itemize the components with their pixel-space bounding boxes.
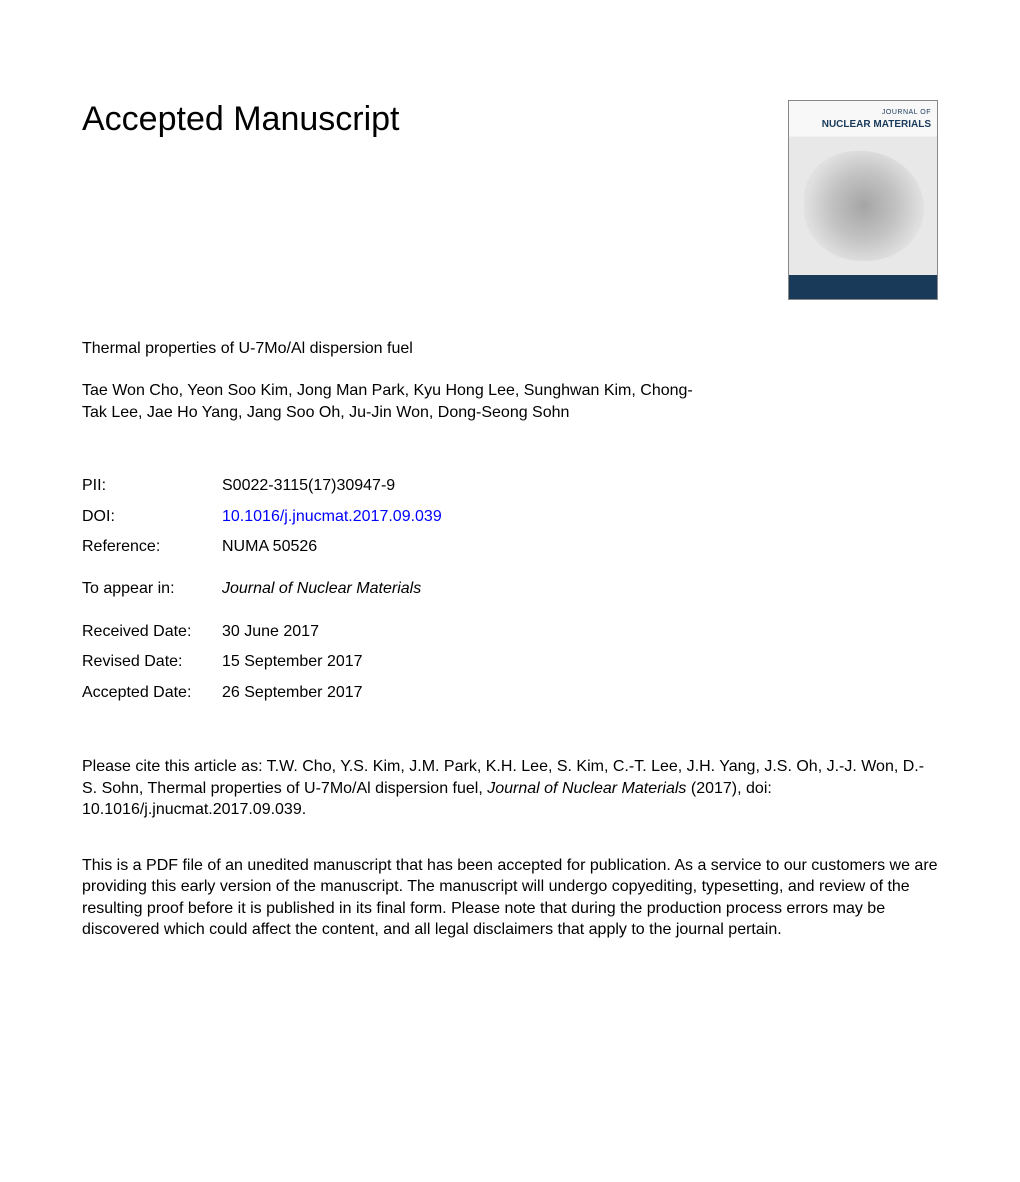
revised-label: Revised Date: xyxy=(82,647,222,677)
reference-value: NUMA 50526 xyxy=(222,532,317,562)
doi-label: DOI: xyxy=(82,502,222,532)
accepted-value: 26 September 2017 xyxy=(222,678,363,708)
cover-title: NUCLEAR MATERIALS xyxy=(822,119,931,130)
citation-text: Please cite this article as: T.W. Cho, Y… xyxy=(82,756,938,821)
metadata-table: PII: S0022-3115(17)30947-9 DOI: 10.1016/… xyxy=(82,471,938,708)
revised-value: 15 September 2017 xyxy=(222,647,363,677)
meta-row-pii: PII: S0022-3115(17)30947-9 xyxy=(82,471,938,501)
meta-row-received: Received Date: 30 June 2017 xyxy=(82,617,938,647)
appear-value: Journal of Nuclear Materials xyxy=(222,574,421,604)
meta-row-doi: DOI: 10.1016/j.jnucmat.2017.09.039 xyxy=(82,502,938,532)
accepted-label: Accepted Date: xyxy=(82,678,222,708)
journal-cover-thumbnail: JOURNAL OF NUCLEAR MATERIALS xyxy=(788,100,938,300)
header-row: Accepted Manuscript JOURNAL OF NUCLEAR M… xyxy=(82,100,938,300)
meta-row-appear: To appear in: Journal of Nuclear Materia… xyxy=(82,574,938,604)
meta-row-revised: Revised Date: 15 September 2017 xyxy=(82,647,938,677)
pii-label: PII: xyxy=(82,471,222,501)
page-heading: Accepted Manuscript xyxy=(82,100,400,139)
reference-label: Reference: xyxy=(82,532,222,562)
authors-list: Tae Won Cho, Yeon Soo Kim, Jong Man Park… xyxy=(82,380,702,423)
appear-label: To appear in: xyxy=(82,574,222,604)
doi-link[interactable]: 10.1016/j.jnucmat.2017.09.039 xyxy=(222,502,442,532)
disclaimer-text: This is a PDF file of an unedited manusc… xyxy=(82,855,938,941)
cover-graphic xyxy=(804,151,924,261)
pii-value: S0022-3115(17)30947-9 xyxy=(222,471,395,501)
received-value: 30 June 2017 xyxy=(222,617,319,647)
cover-footer-bar xyxy=(789,275,937,299)
citation-journal: Journal of Nuclear Materials xyxy=(487,780,686,797)
article-title: Thermal properties of U-7Mo/Al dispersio… xyxy=(82,340,938,358)
cover-supertitle: JOURNAL OF xyxy=(882,109,931,116)
received-label: Received Date: xyxy=(82,617,222,647)
meta-row-reference: Reference: NUMA 50526 xyxy=(82,532,938,562)
meta-row-accepted: Accepted Date: 26 September 2017 xyxy=(82,678,938,708)
